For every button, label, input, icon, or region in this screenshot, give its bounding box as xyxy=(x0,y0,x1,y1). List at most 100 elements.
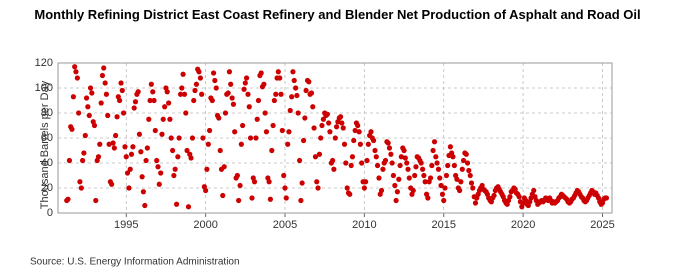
data-point xyxy=(154,157,160,164)
data-point xyxy=(388,151,394,157)
data-point xyxy=(341,141,348,147)
data-point xyxy=(212,77,218,84)
data-point xyxy=(429,162,435,169)
data-point xyxy=(175,154,181,160)
data-point xyxy=(123,154,129,160)
data-point xyxy=(261,81,267,87)
data-point xyxy=(131,105,137,111)
data-point xyxy=(122,144,128,150)
source-note: Source: U.S. Energy Information Administ… xyxy=(30,257,240,268)
data-point xyxy=(330,157,336,164)
data-point xyxy=(380,166,386,172)
data-point xyxy=(390,172,397,179)
data-point xyxy=(277,75,283,81)
data-point xyxy=(217,147,223,154)
data-point xyxy=(196,69,202,75)
data-point xyxy=(438,182,444,189)
data-point xyxy=(386,145,393,151)
data-point xyxy=(373,154,379,160)
data-point xyxy=(91,122,98,129)
data-point xyxy=(356,129,362,135)
data-point xyxy=(114,114,120,120)
data-point xyxy=(132,99,139,105)
data-point xyxy=(155,164,161,170)
data-point xyxy=(171,172,177,179)
data-point xyxy=(355,122,361,129)
data-point xyxy=(126,185,132,191)
data-point xyxy=(162,104,168,110)
data-point xyxy=(460,157,467,164)
data-point xyxy=(344,185,350,191)
data-point xyxy=(394,189,400,195)
data-point xyxy=(352,127,358,134)
data-point xyxy=(69,126,75,132)
data-point xyxy=(192,87,198,94)
data-point xyxy=(213,85,219,91)
data-point xyxy=(382,157,389,164)
data-point xyxy=(450,154,456,160)
data-point xyxy=(203,187,209,194)
y-tick-label: 0 xyxy=(47,207,53,219)
data-point xyxy=(249,195,255,201)
data-point xyxy=(105,112,111,119)
data-point xyxy=(158,170,164,176)
data-point xyxy=(65,196,71,202)
data-point xyxy=(406,175,412,181)
y-tick-label: 40 xyxy=(41,157,53,169)
data-point xyxy=(410,187,416,194)
data-point xyxy=(106,141,112,147)
y-tick-label: 100 xyxy=(35,82,53,94)
data-point xyxy=(95,154,102,160)
data-point xyxy=(101,65,107,71)
data-point xyxy=(445,162,451,169)
data-point xyxy=(66,157,73,164)
data-point xyxy=(234,172,240,179)
data-point xyxy=(320,116,327,122)
data-point xyxy=(302,115,308,121)
chart-title: Monthly Refining District East Coast Ref… xyxy=(34,7,641,22)
data-point xyxy=(177,91,184,97)
data-point xyxy=(271,97,277,104)
data-point xyxy=(364,157,370,164)
data-point xyxy=(138,149,144,155)
data-point xyxy=(315,185,321,191)
data-point xyxy=(111,145,117,151)
data-point xyxy=(368,129,374,135)
data-point xyxy=(434,160,440,166)
data-point xyxy=(516,194,522,200)
data-point xyxy=(135,89,141,95)
data-point xyxy=(226,69,233,75)
data-point xyxy=(232,129,238,135)
data-point xyxy=(435,166,442,172)
data-point xyxy=(263,129,270,135)
data-point xyxy=(73,69,79,75)
data-point xyxy=(142,202,148,209)
data-point xyxy=(176,135,182,141)
data-point xyxy=(324,111,330,117)
data-point xyxy=(326,120,332,126)
data-point xyxy=(246,104,252,110)
data-point xyxy=(220,192,226,199)
data-point xyxy=(243,75,250,81)
data-point xyxy=(472,200,479,206)
x-tick-label: 2025 xyxy=(590,219,614,231)
data-point xyxy=(150,89,156,95)
data-point xyxy=(147,97,153,104)
data-point xyxy=(389,160,395,166)
data-point xyxy=(191,97,197,104)
data-point xyxy=(168,135,174,141)
x-tick-label: 2010 xyxy=(352,219,376,231)
data-point xyxy=(365,141,371,147)
data-point xyxy=(441,197,447,204)
plot-frame xyxy=(57,62,613,214)
data-point xyxy=(303,87,309,94)
data-point xyxy=(291,77,297,84)
data-point xyxy=(348,162,354,169)
data-point xyxy=(225,90,231,96)
data-point xyxy=(468,180,475,186)
data-point xyxy=(459,166,465,172)
data-point xyxy=(120,110,127,116)
data-point xyxy=(430,147,436,154)
data-point xyxy=(269,147,275,154)
